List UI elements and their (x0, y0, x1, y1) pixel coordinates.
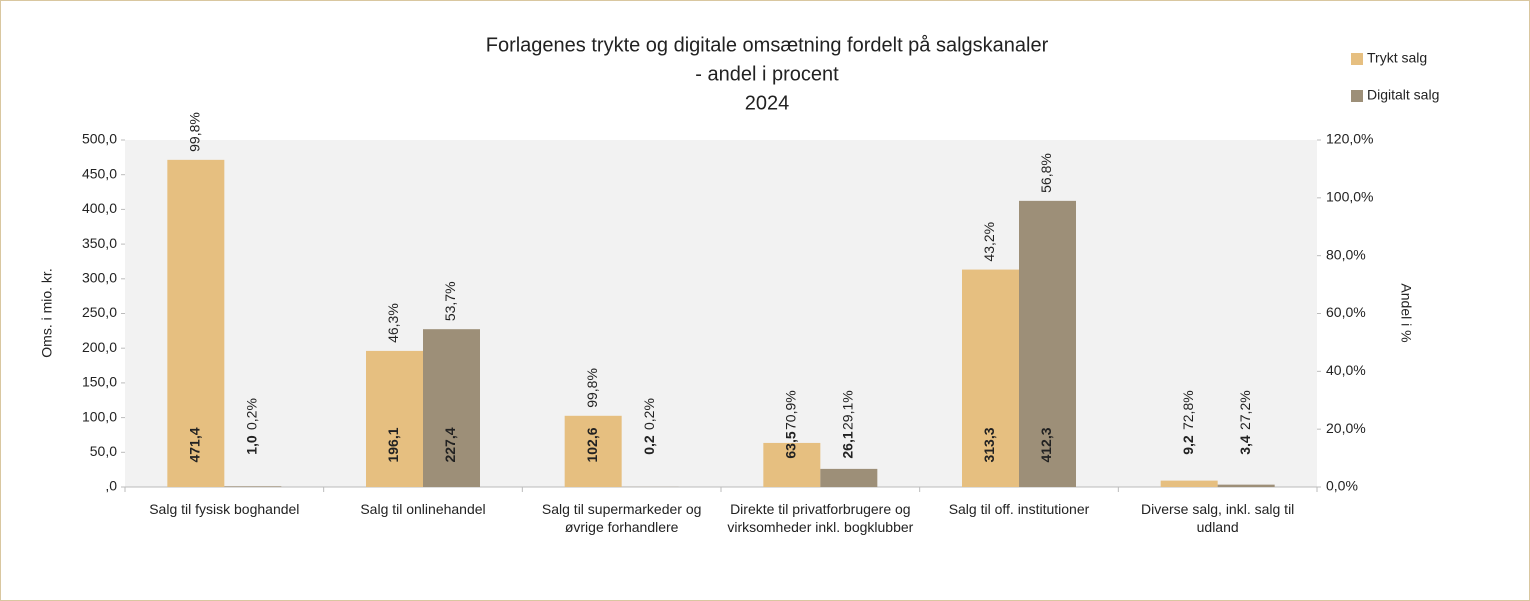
legend-swatch (1351, 90, 1363, 102)
y2-tick-label: 0,0% (1326, 478, 1358, 494)
x-tick-label: Salg til onlinehandel (360, 501, 486, 517)
y2-tick-label: 80,0% (1326, 246, 1366, 262)
y2-axis-label: Andel i % (1398, 283, 1414, 342)
x-tick-label: Salg til supermarkeder og øvrige forhand… (541, 501, 702, 535)
share-label: 29,1% (840, 390, 856, 430)
bar (1019, 200, 1076, 487)
y2-tick-label: 60,0% (1326, 304, 1366, 320)
share-label: 56,8% (1038, 153, 1054, 193)
share-label: 70,9% (783, 390, 799, 430)
y-tick-label: 200,0 (82, 339, 117, 355)
y2-tick-label: 120,0% (1326, 131, 1373, 147)
bar (167, 159, 225, 488)
y-tick-label: 500,0 (82, 131, 117, 147)
value-label: 3,4 (1237, 435, 1253, 455)
plot-area (125, 140, 1317, 487)
x-tick-label: Diverse salg, inkl. salg til udland (1141, 501, 1295, 535)
y-tick-label: 50,0 (90, 443, 117, 459)
y2-tick-label: 40,0% (1326, 362, 1366, 378)
legend-label: Trykt salg (1367, 50, 1427, 66)
x-tick-label: Direkte til privatforbrugere og virksomh… (727, 501, 914, 535)
value-label: 102,6 (584, 427, 600, 462)
chart-title: Forlagenes trykte og digitale omsætning … (486, 34, 1049, 56)
y2-tick-label: 20,0% (1326, 420, 1366, 436)
y-tick-label: 100,0 (82, 408, 117, 424)
bar (366, 350, 423, 487)
y-tick-label: 300,0 (82, 270, 117, 286)
value-label: 196,1 (385, 427, 401, 462)
share-label: 99,8% (187, 112, 203, 152)
y-tick-label: 400,0 (82, 200, 117, 216)
value-label: 26,1 (840, 431, 856, 458)
value-label: 0,2 (641, 435, 657, 455)
share-label: 72,8% (1180, 390, 1196, 430)
bar (763, 442, 821, 487)
share-label: 27,2% (1237, 390, 1253, 430)
value-label: 63,5 (783, 431, 799, 458)
share-label: 0,2% (641, 398, 657, 430)
y-tick-label: 350,0 (82, 235, 117, 251)
bar (1217, 484, 1275, 487)
y-tick-label: 150,0 (82, 374, 117, 390)
share-label: 53,7% (442, 281, 458, 321)
bar (423, 329, 480, 487)
share-label: 99,8% (584, 368, 600, 408)
share-label: 0,2% (244, 398, 260, 430)
value-label: 1,0 (244, 435, 260, 455)
x-tick-label: Salg til fysisk boghandel (149, 501, 300, 517)
bar (564, 415, 622, 487)
legend-label: Digitalt salg (1367, 87, 1439, 103)
share-label: 43,2% (981, 222, 997, 262)
value-label: 412,3 (1038, 427, 1054, 462)
y-axis-label: Oms. i mio. kr. (39, 268, 55, 357)
bar (962, 269, 1019, 487)
value-label: 313,3 (981, 427, 997, 462)
bar (820, 468, 878, 487)
chart-title: - andel i procent (695, 63, 839, 85)
legend-swatch (1351, 53, 1363, 65)
bar (1160, 480, 1218, 487)
chart-title: 2024 (745, 92, 790, 114)
value-label: 471,4 (187, 427, 203, 462)
y-tick-label: ,0 (105, 478, 117, 494)
bar (224, 486, 282, 487)
y-tick-label: 450,0 (82, 165, 117, 181)
y-tick-label: 250,0 (82, 304, 117, 320)
y2-tick-label: 100,0% (1326, 189, 1373, 205)
share-label: 46,3% (385, 303, 401, 343)
value-label: 9,2 (1180, 435, 1196, 455)
x-tick-label: Salg til off. institutioner (948, 501, 1090, 517)
value-label: 227,4 (442, 427, 458, 462)
